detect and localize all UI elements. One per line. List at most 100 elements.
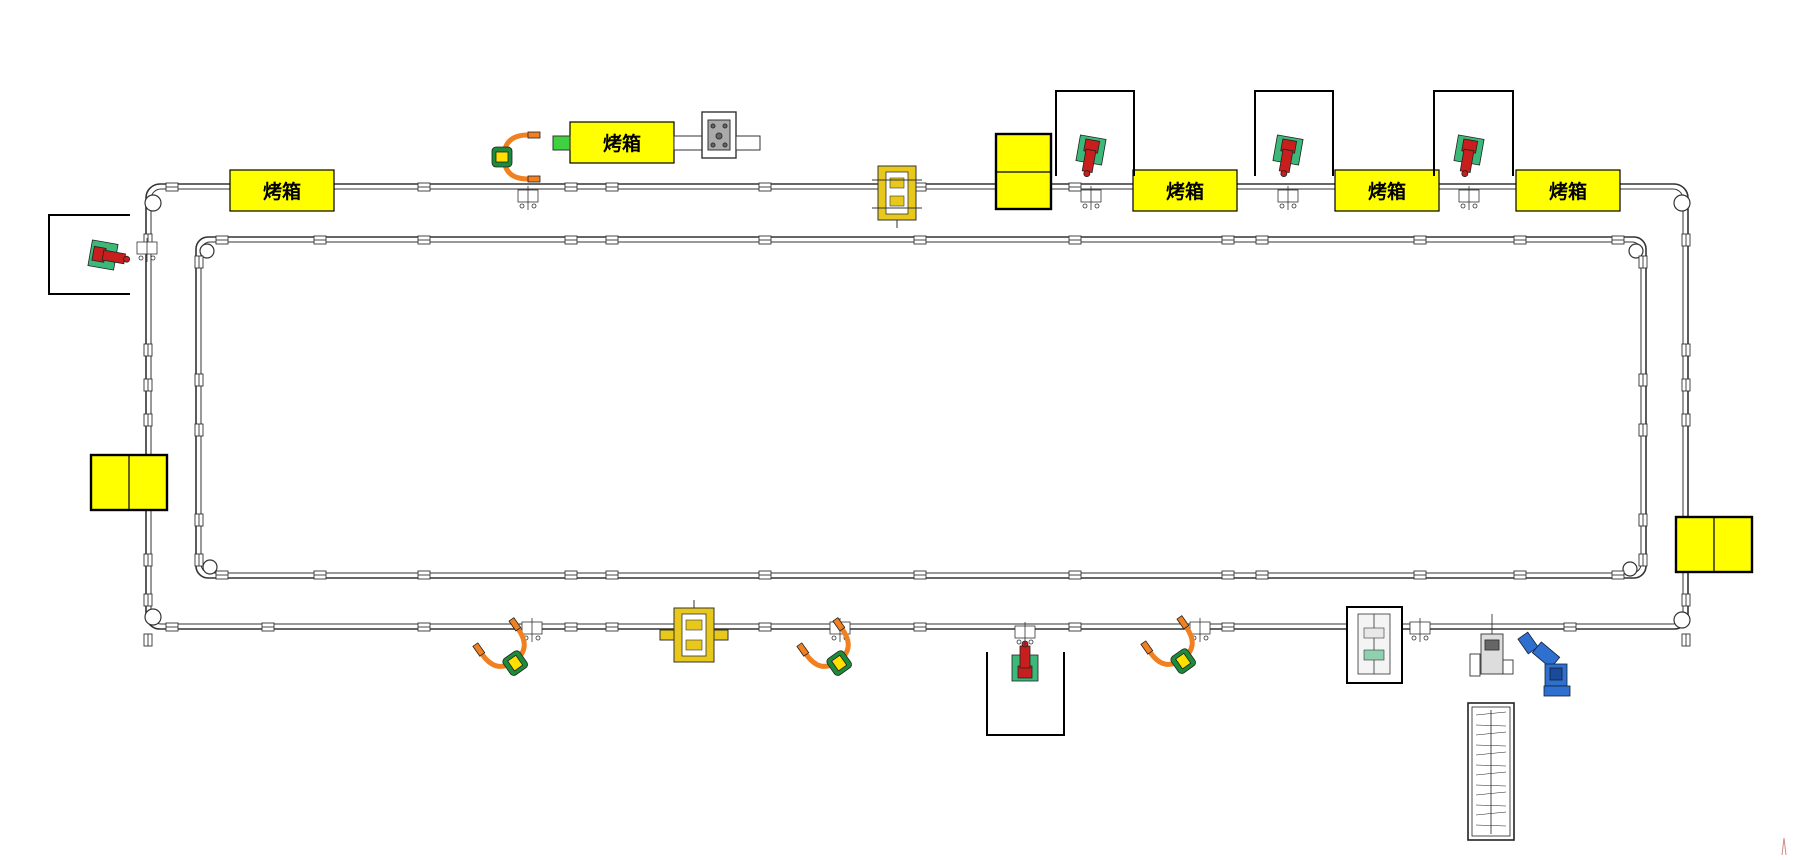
track-clamp-icon [143,378,153,392]
track-clamp-icon [194,373,204,387]
oven-3: 烤箱 [1132,169,1238,212]
robots [87,134,1485,682]
oven-label: 烤箱 [263,180,301,203]
oven-label: 烤箱 [603,132,641,155]
track-clamp-icon [143,413,153,427]
track-clamp-icon [1068,182,1082,192]
track-clamp-icon [1068,570,1082,580]
track-clamp-icon [605,570,619,580]
track-clamp-icon [313,570,327,580]
buffer-left [89,453,169,512]
track-clamp-icon [143,593,153,607]
fixture-icon [517,186,539,210]
robot-icon [1075,134,1107,178]
track-clamp-icon [417,235,431,245]
transfer-unit [1469,614,1514,677]
corner-wheel-icon [144,194,162,212]
oven-1: 烤箱 [229,169,335,212]
corner-wheel-icon [1628,243,1644,259]
oven-icon [569,121,675,164]
oven-icon [1334,169,1440,212]
oven-5: 烤箱 [1515,169,1621,212]
track-clamp-icon [913,622,927,632]
fixture-icon [521,618,543,642]
robot-icon [87,239,131,271]
track-clamp-icon [215,235,229,245]
fixture-icon [136,238,158,262]
corner-wheel-icon [1673,194,1691,212]
track-clamp-icon [1638,423,1648,437]
track-clamp-icon [143,343,153,357]
track-clamp-icon [1413,570,1427,580]
track-clamp-icon [564,235,578,245]
track-clamp-icon [1611,235,1625,245]
track-clamp-icon [194,255,204,269]
fixture-icon [1014,622,1036,646]
corner-mark [1781,837,1787,856]
track-clamp-icon [165,622,179,632]
oven-label: 烤箱 [1549,180,1587,203]
robot-icon [1272,134,1304,178]
track-clamp-icon [564,622,578,632]
track-clamp-icon [1221,570,1235,580]
track-clamp-icon [143,553,153,567]
track-clamp-icon [417,622,431,632]
track-clamp-icon [1255,570,1269,580]
lift-bottom [659,600,729,663]
corner-wheel-icon [199,243,215,259]
top-feed-unit [552,111,761,159]
track-clamp-icon [417,570,431,580]
corner-wheel-icon [1673,611,1691,629]
track-clamp-icon [417,182,431,192]
track-clamp-icon [1513,235,1527,245]
track-clamp-icon [1563,622,1577,632]
robot-cell-left [48,214,130,295]
buffer-top [994,132,1053,211]
track-clamp-icon [758,235,772,245]
track-clamp-icon [1221,622,1235,632]
track-clamp-icon [1513,570,1527,580]
track-clamp-icon [1681,233,1691,247]
feeder-icon [472,617,528,676]
track-clamp-icon [194,553,204,567]
track-clamp-icon [1681,633,1691,647]
track-clamp-icon [564,182,578,192]
track-clamp-icon [1413,235,1427,245]
feeder-icon [796,617,852,676]
oven-label: 烤箱 [1166,180,1204,203]
track-clamp-icon [564,570,578,580]
oven-icon [229,169,335,212]
track-clamp-icon [605,235,619,245]
track-clamp-icon [313,235,327,245]
oven-icon [1132,169,1238,212]
buffer-right [1674,515,1754,574]
track-clamp-icon [1681,378,1691,392]
track-clamp-icon [1681,413,1691,427]
track-clamp-icon [913,235,927,245]
track-clamp-icon [1611,570,1625,580]
robot-cell-enclosures [48,90,1514,736]
feeders [472,131,1196,676]
track-clamp-icon [758,570,772,580]
outer-track [145,183,1689,630]
fixture-icon [1277,186,1299,210]
inspection-station [1346,606,1403,684]
track-clamp-icon [1068,622,1082,632]
track-clamp-icon [165,182,179,192]
oven-icon [1515,169,1621,212]
corner-wheels [144,194,1691,629]
track-clamp-icon [1638,373,1648,387]
fixture-icon [1458,186,1480,210]
oven-4: 烤箱 [1334,169,1440,212]
track-clamp-icon [215,570,229,580]
track-clamp-icon [605,182,619,192]
corner-wheel-icon [202,559,218,575]
track-clamp-icon [1068,235,1082,245]
track-clamps [143,182,1691,647]
track-clamp-icon [143,633,153,647]
track-clamp-icon [913,570,927,580]
robot-cell-top-2 [1254,90,1334,176]
feeder-icon [1140,615,1196,674]
track-clamp-icon [1681,593,1691,607]
